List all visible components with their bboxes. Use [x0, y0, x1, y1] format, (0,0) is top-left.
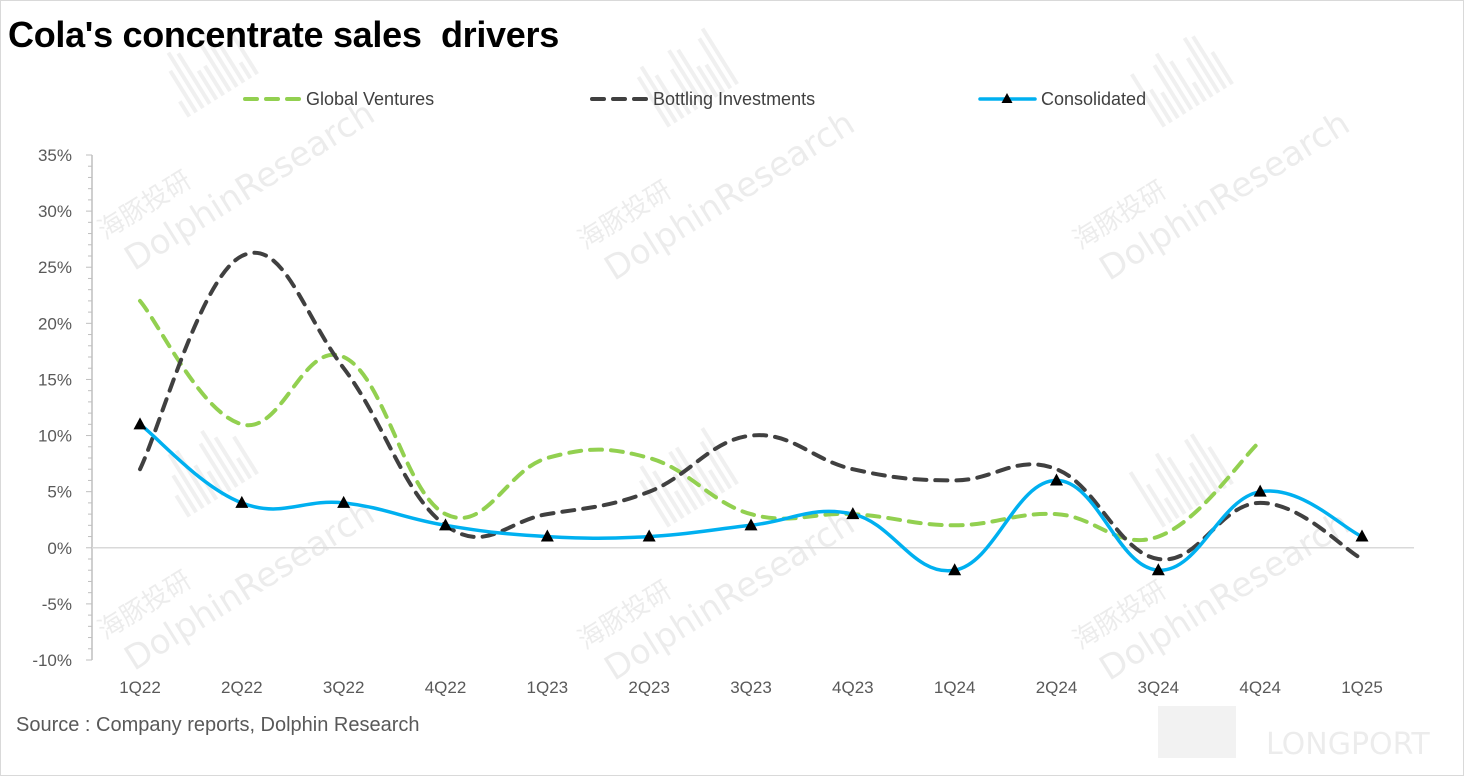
legend-item-global-ventures: Global Ventures: [243, 89, 434, 109]
y-tick-label: 0%: [47, 539, 72, 558]
y-tick-label: 35%: [38, 146, 72, 165]
source-note: Source : Company reports, Dolphin Resear…: [16, 714, 420, 736]
data-point-consolidated: [540, 529, 554, 542]
x-tick-label: 2Q23: [628, 678, 670, 697]
x-tick-label: 4Q24: [1239, 678, 1281, 697]
series-line-bottling-investments: [138, 251, 1364, 562]
data-point-consolidated: [744, 518, 758, 531]
longport-watermark: LONGPORT: [1158, 706, 1430, 762]
chart-title: Cola's concentrate sales drivers: [8, 14, 559, 55]
data-point-consolidated: [439, 518, 452, 531]
x-tick-label: 4Q23: [832, 678, 874, 697]
x-tick-label: 4Q22: [425, 678, 467, 697]
x-tick-label: 2Q22: [221, 678, 263, 697]
y-tick-label: 15%: [38, 370, 72, 389]
y-tick-label: 20%: [38, 314, 72, 333]
y-tick-label: -10%: [32, 651, 72, 670]
series-line-global-ventures: [138, 298, 1263, 543]
data-point-consolidated: [642, 529, 656, 542]
markers-layer: [133, 417, 1369, 576]
legend-item-bottling-investments: Bottling Investments: [590, 89, 815, 109]
data-point-consolidated: [235, 495, 249, 508]
data-point-consolidated: [1253, 484, 1267, 497]
data-point-consolidated: [337, 495, 351, 508]
x-tick-label: 3Q23: [730, 678, 772, 697]
y-tick-label: -5%: [42, 595, 72, 614]
x-tick-label: 3Q24: [1138, 678, 1180, 697]
data-point-consolidated: [1151, 563, 1165, 576]
legend-label: Global Ventures: [306, 89, 434, 109]
legend-label: Bottling Investments: [653, 89, 815, 109]
y-tick-label: 25%: [38, 258, 72, 277]
x-tick-label: 1Q24: [934, 678, 976, 697]
x-tick-label: 3Q22: [323, 678, 365, 697]
legend-item-consolidated: Consolidated: [978, 89, 1146, 109]
legend-label: Consolidated: [1041, 89, 1146, 109]
data-point-consolidated: [948, 563, 962, 576]
legend: Global Ventures Bottling Investments Conso…: [243, 89, 1146, 109]
data-point-consolidated: [133, 417, 147, 430]
y-tick-label: 10%: [38, 427, 72, 446]
y-tick-label: 5%: [47, 483, 72, 502]
data-point-consolidated: [846, 507, 860, 520]
x-tick-label: 1Q25: [1341, 678, 1383, 697]
x-tick-label: 1Q23: [527, 678, 569, 697]
data-point-consolidated: [1355, 529, 1369, 542]
svg-text:LONGPORT: LONGPORT: [1266, 727, 1430, 762]
x-tick-label: 2Q24: [1036, 678, 1078, 697]
y-tick-label: 30%: [38, 202, 72, 221]
data-point-consolidated: [1050, 473, 1063, 486]
x-tick-label: 1Q22: [119, 678, 161, 697]
